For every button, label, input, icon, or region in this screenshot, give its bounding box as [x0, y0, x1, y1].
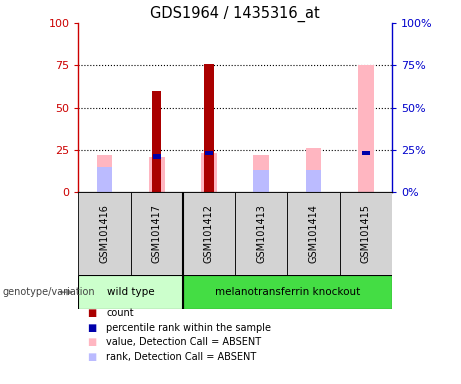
Bar [287, 192, 340, 275]
Text: ■: ■ [88, 337, 97, 347]
Bar [306, 148, 321, 192]
Bar [254, 155, 269, 192]
Text: ■: ■ [88, 352, 97, 362]
Text: genotype/variation: genotype/variation [2, 287, 95, 297]
Text: ■: ■ [88, 323, 97, 333]
Bar [78, 275, 183, 309]
Text: value, Detection Call = ABSENT: value, Detection Call = ABSENT [106, 337, 261, 347]
Bar [254, 170, 269, 192]
Bar [97, 167, 112, 192]
Text: GSM101412: GSM101412 [204, 204, 214, 263]
Bar [361, 151, 370, 155]
Bar [149, 157, 165, 192]
Bar [205, 151, 213, 155]
Text: GSM101414: GSM101414 [308, 204, 319, 263]
Bar [201, 153, 217, 192]
Bar [183, 275, 392, 309]
Bar [130, 192, 183, 275]
Bar [152, 91, 161, 192]
Text: ■: ■ [88, 308, 97, 318]
Bar [340, 192, 392, 275]
Text: GSM101416: GSM101416 [100, 204, 110, 263]
Bar [204, 64, 214, 192]
Text: percentile rank within the sample: percentile rank within the sample [106, 323, 271, 333]
Bar [153, 154, 161, 159]
Bar [97, 155, 112, 192]
Bar [358, 65, 373, 192]
Text: count: count [106, 308, 134, 318]
Text: GSM101415: GSM101415 [361, 204, 371, 263]
Text: GSM101413: GSM101413 [256, 204, 266, 263]
Bar [306, 170, 321, 192]
Text: wild type: wild type [107, 287, 154, 297]
Bar [183, 192, 235, 275]
Text: GSM101417: GSM101417 [152, 204, 162, 263]
Text: melanotransferrin knockout: melanotransferrin knockout [215, 287, 360, 297]
Bar [235, 192, 287, 275]
Text: rank, Detection Call = ABSENT: rank, Detection Call = ABSENT [106, 352, 256, 362]
Title: GDS1964 / 1435316_at: GDS1964 / 1435316_at [150, 5, 320, 22]
Bar [78, 192, 130, 275]
